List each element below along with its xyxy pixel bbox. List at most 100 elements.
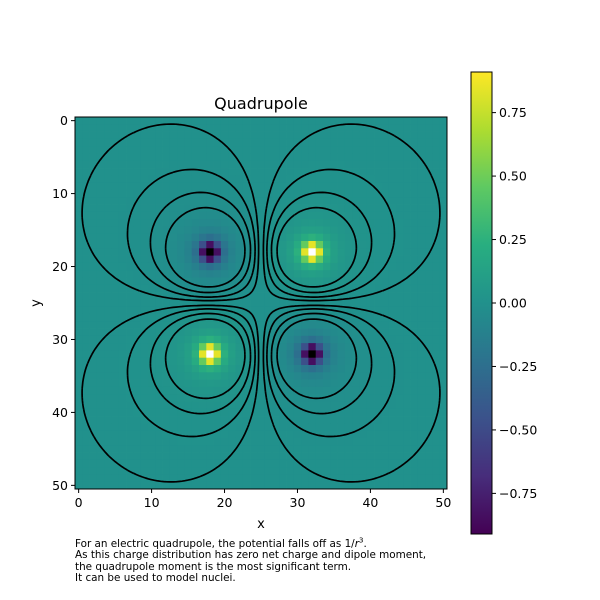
heatmap-cell	[250, 430, 258, 439]
heatmap-cell	[439, 277, 447, 286]
heatmap-cell	[111, 175, 120, 184]
heatmap-cell	[250, 423, 258, 432]
heatmap-cell	[111, 219, 120, 227]
heatmap-cell	[96, 248, 105, 256]
heatmap-cell	[374, 394, 382, 402]
heatmap-cell	[220, 168, 229, 176]
heatmap-cell	[111, 182, 120, 191]
heatmap-cell	[133, 131, 142, 140]
heatmap-cell	[374, 343, 382, 351]
heatmap-cell	[315, 306, 324, 315]
heatmap-cell	[279, 430, 287, 439]
heatmap-cell	[337, 386, 346, 395]
heatmap-cell	[337, 437, 346, 446]
heatmap-cell	[220, 255, 229, 264]
heatmap-cell	[271, 474, 280, 483]
heatmap-cell	[228, 189, 236, 198]
heatmap-cell	[439, 233, 447, 242]
heatmap-cell	[286, 124, 295, 132]
heatmap-cell	[271, 255, 280, 264]
heatmap-cell	[410, 357, 419, 366]
heatmap-cell	[323, 430, 331, 439]
heatmap-cell	[89, 408, 98, 417]
heatmap-cell	[213, 445, 222, 453]
heatmap-cell	[111, 117, 120, 125]
heatmap-cell	[133, 292, 142, 300]
heatmap-cell	[301, 292, 309, 300]
x-tick-label: 20	[217, 495, 233, 510]
heatmap-cell	[96, 138, 105, 147]
heatmap-cell	[228, 255, 236, 264]
heatmap-cell	[359, 131, 368, 140]
heatmap-cell	[337, 197, 346, 205]
heatmap-cell	[301, 204, 309, 213]
heatmap-cell	[220, 248, 229, 256]
heatmap-cell	[344, 233, 353, 242]
heatmap-cell	[242, 146, 251, 154]
heatmap-cell	[228, 437, 236, 446]
heatmap-cell	[104, 379, 112, 388]
heatmap-cell	[228, 408, 236, 417]
x-tick-label: 50	[435, 495, 451, 510]
heatmap-cell	[155, 124, 163, 132]
heatmap-cell	[235, 219, 244, 227]
heatmap-cell	[126, 474, 134, 483]
heatmap-cell	[417, 211, 426, 220]
heatmap-cell	[228, 343, 236, 351]
heatmap-cell	[323, 372, 331, 380]
heatmap-cell	[147, 175, 156, 184]
heatmap-cell	[293, 445, 302, 453]
heatmap-cell	[271, 365, 280, 373]
heatmap-cell	[235, 117, 244, 125]
heatmap-cell	[330, 365, 338, 373]
heatmap-cell	[417, 481, 426, 489]
heatmap-cell	[147, 474, 156, 483]
heatmap-cell	[184, 452, 193, 461]
heatmap-cell	[199, 117, 207, 125]
heatmap-cell	[257, 131, 266, 140]
heatmap-cell	[366, 284, 375, 293]
heatmap-cell	[264, 292, 273, 300]
heatmap-cell	[191, 211, 200, 220]
heatmap-cell	[264, 481, 273, 489]
heatmap-cell	[111, 379, 120, 388]
heatmap-cell	[96, 211, 105, 220]
heatmap-cell	[111, 299, 120, 308]
heatmap-cell	[242, 248, 251, 256]
heatmap-cell	[293, 211, 302, 220]
heatmap-cell	[432, 175, 441, 184]
heatmap-cell	[264, 160, 273, 169]
heatmap-cell	[308, 233, 317, 242]
heatmap-cell	[250, 182, 258, 191]
heatmap-cell	[323, 270, 331, 278]
heatmap-cell	[89, 226, 98, 235]
heatmap-cell	[213, 146, 222, 154]
heatmap-cell	[301, 219, 309, 227]
heatmap-cell	[271, 131, 280, 140]
heatmap-cell	[147, 459, 156, 468]
heatmap-cell	[213, 197, 222, 205]
heatmap-cell	[191, 138, 200, 147]
heatmap-cell	[439, 168, 447, 176]
heatmap-cell	[417, 226, 426, 235]
heatmap-cell	[82, 321, 90, 329]
heatmap-cell	[323, 262, 331, 271]
heatmap-cell	[293, 233, 302, 242]
heatmap-cell	[344, 226, 353, 235]
heatmap-cell	[425, 343, 433, 351]
heatmap-cell	[118, 437, 127, 446]
heatmap-cell	[191, 394, 200, 402]
heatmap-cell	[162, 299, 171, 308]
heatmap-cell	[439, 204, 447, 213]
heatmap-cell	[264, 168, 273, 176]
contour-line-positive	[81, 123, 441, 483]
heatmap-cell	[381, 445, 390, 453]
heatmap-cell	[323, 189, 331, 198]
heatmap-cell	[126, 430, 134, 439]
heatmap-cell	[425, 292, 433, 300]
heatmap-cell	[184, 153, 193, 162]
heatmap-cell	[111, 226, 120, 235]
heatmap-cell	[352, 423, 360, 432]
heatmap-cell	[293, 189, 302, 198]
heatmap-cell	[388, 328, 397, 337]
